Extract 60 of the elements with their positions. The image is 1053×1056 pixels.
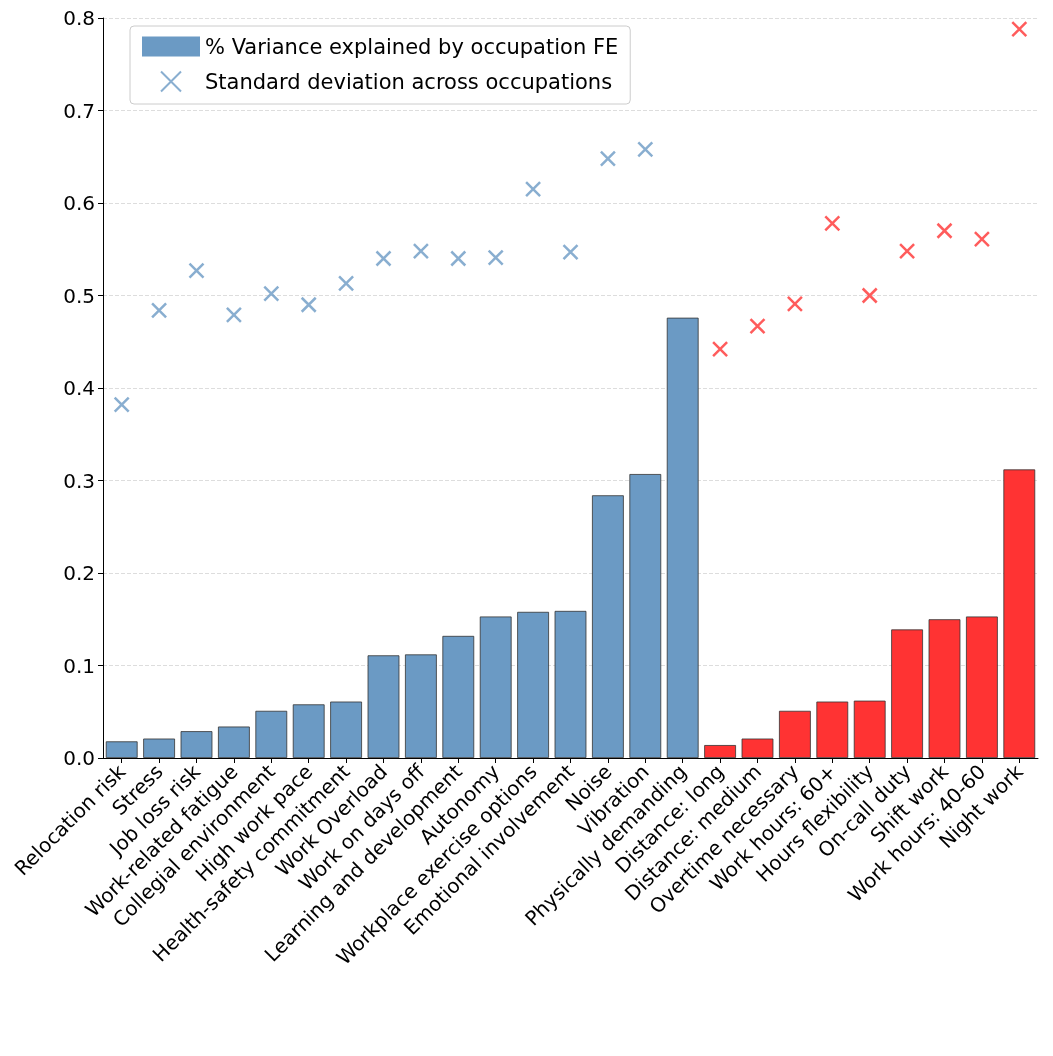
bar <box>442 635 475 758</box>
y-tick-label: 0.5 <box>63 283 95 308</box>
point <box>524 180 542 198</box>
point <box>824 215 841 232</box>
point <box>637 141 654 158</box>
bar <box>928 619 961 758</box>
point <box>263 285 280 302</box>
bar <box>554 610 587 758</box>
point <box>786 295 804 313</box>
point <box>562 243 579 261</box>
point <box>375 250 392 267</box>
y-tick-label: 0.3 <box>63 468 95 493</box>
legend-label: Standard deviation across occupations <box>205 69 613 94</box>
bar <box>180 731 213 758</box>
y-tick-label: 0.4 <box>63 376 95 400</box>
point <box>711 340 729 358</box>
point <box>337 275 355 292</box>
bar <box>479 616 512 758</box>
bar <box>816 701 849 758</box>
point <box>599 150 617 167</box>
bar <box>592 495 624 758</box>
point <box>936 222 953 239</box>
bar <box>779 710 811 758</box>
point <box>113 396 130 413</box>
bar <box>666 317 699 758</box>
y-tick-label: 0.0 <box>63 746 95 770</box>
bar <box>105 741 138 758</box>
point <box>1011 20 1028 38</box>
point <box>300 296 317 313</box>
point <box>225 306 243 324</box>
bar <box>292 704 325 758</box>
y-tick-label: 0.1 <box>63 653 95 678</box>
point <box>749 317 766 335</box>
y-tick-label: 0.7 <box>63 98 95 123</box>
bar <box>367 655 400 758</box>
bar <box>218 726 250 758</box>
bar <box>853 700 886 758</box>
bar <box>255 710 288 758</box>
bar <box>704 745 736 758</box>
bar <box>741 738 774 758</box>
point <box>450 250 467 267</box>
point <box>898 242 916 260</box>
bar <box>143 738 175 758</box>
y-tick-label: 0.8 <box>63 6 95 30</box>
bar <box>405 654 437 758</box>
legend-label: % Variance explained by occupation FE <box>205 34 619 59</box>
point <box>188 262 205 279</box>
point <box>412 242 430 260</box>
bar <box>517 611 549 758</box>
point <box>487 249 504 266</box>
bar <box>966 616 998 758</box>
y-tick-label: 0.2 <box>63 561 95 585</box>
bar <box>629 474 662 758</box>
y-tick-label: 0.6 <box>63 191 95 215</box>
bar <box>891 629 923 758</box>
point <box>973 230 991 248</box>
point <box>861 287 878 304</box>
bar <box>1003 469 1036 758</box>
bar <box>330 701 362 758</box>
point <box>150 302 168 319</box>
